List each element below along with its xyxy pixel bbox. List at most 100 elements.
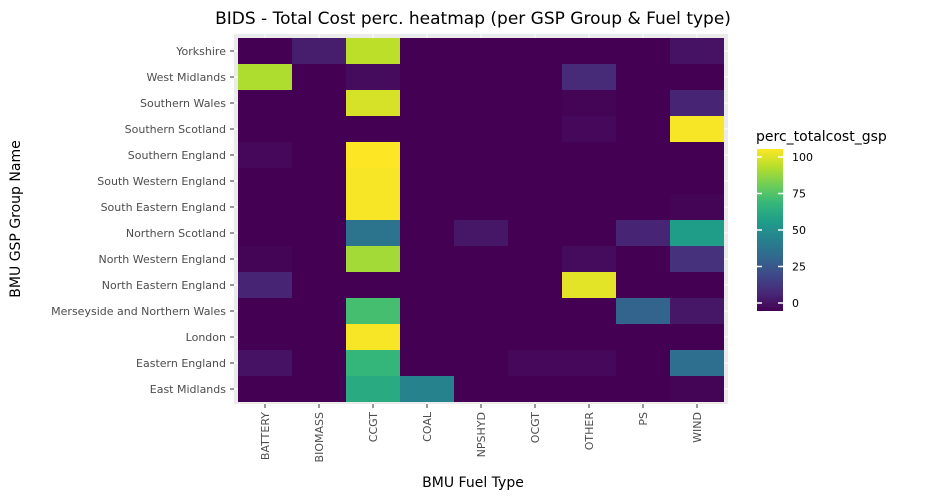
heatmap-cell — [400, 90, 454, 116]
heatmap-cell — [238, 376, 292, 402]
x-tick-label: OCGT — [529, 412, 542, 443]
heatmap-cell — [346, 38, 400, 64]
y-axis-ticks: Yorkshire West Midlands Southern Wales Sout… — [51, 45, 234, 396]
heatmap-cell — [400, 298, 454, 324]
heatmap-cell — [238, 350, 292, 376]
heatmap-cell — [508, 168, 562, 194]
heatmap-cell — [508, 64, 562, 90]
heatmap-cell — [292, 220, 346, 246]
heatmap-cell — [238, 298, 292, 324]
heatmap-cell — [616, 90, 670, 116]
heatmap-cell — [346, 64, 400, 90]
heatmap-cell — [670, 64, 724, 90]
heatmap-cell — [454, 220, 508, 246]
heatmap-cell — [292, 90, 346, 116]
heatmap-cell — [400, 38, 454, 64]
heatmap-cell — [400, 350, 454, 376]
heatmap-cell — [508, 350, 562, 376]
heatmap-cell — [670, 298, 724, 324]
heatmap-cell — [616, 376, 670, 402]
colorbar-title: perc_totalcost_gsp — [756, 129, 887, 145]
heatmap-cell — [292, 116, 346, 142]
colorbar-tick-label: 50 — [792, 224, 806, 237]
heatmap-cell — [670, 350, 724, 376]
heatmap-cell — [454, 324, 508, 350]
heatmap-cell — [670, 246, 724, 272]
y-tick-label: South Eastern England — [101, 201, 226, 214]
heatmap-cell — [562, 194, 616, 220]
heatmap-cell — [616, 272, 670, 298]
heatmap-cell — [670, 194, 724, 220]
heatmap-cell — [400, 220, 454, 246]
heatmap-cell — [508, 272, 562, 298]
heatmap-cell — [562, 298, 616, 324]
heatmap-cell — [292, 194, 346, 220]
heatmap-cell — [454, 64, 508, 90]
heatmap-cell — [346, 90, 400, 116]
heatmap-cell — [670, 324, 724, 350]
heatmap-cell — [670, 90, 724, 116]
y-tick-label: Southern Scotland — [125, 123, 226, 136]
heatmap-cell — [454, 272, 508, 298]
x-tick-label: BIOMASS — [313, 412, 326, 462]
chart-title: BIDS - Total Cost perc. heatmap (per GSP… — [215, 9, 731, 29]
colorbar-legend: perc_totalcost_gsp 0 25 50 75 100 — [756, 129, 887, 311]
x-tick-label: PS — [637, 412, 650, 426]
x-axis-ticks: BATTERY BIOMASS CCGT COAL NPSHYD OCGT OTHER PS W… — [259, 404, 704, 462]
heatmap-cell — [508, 324, 562, 350]
y-tick-label: Merseyside and Northern Wales — [51, 305, 226, 318]
heatmap-cell — [346, 376, 400, 402]
heatmap-cell — [292, 38, 346, 64]
y-tick-label: Southern England — [128, 149, 226, 162]
heatmap-cell — [346, 324, 400, 350]
colorbar-ticks: 0 25 50 75 100 — [757, 151, 813, 310]
heatmap-cell — [562, 168, 616, 194]
colorbar-tick-label: 75 — [792, 188, 806, 201]
heatmap-cell — [346, 168, 400, 194]
x-tick-label: WIND — [691, 412, 704, 443]
heatmap-cell — [616, 142, 670, 168]
y-tick-label: North Western England — [98, 253, 226, 266]
y-tick-label: London — [186, 331, 226, 344]
heatmap-cell — [346, 298, 400, 324]
y-tick-label: Yorkshire — [175, 45, 226, 58]
y-tick-label: Eastern England — [136, 357, 226, 370]
heatmap-cell — [670, 142, 724, 168]
heatmap-cell — [454, 116, 508, 142]
heatmap-cell — [562, 116, 616, 142]
heatmap-cell — [508, 90, 562, 116]
heatmap-cell — [292, 246, 346, 272]
heatmap-cell — [400, 168, 454, 194]
heatmap-cell — [616, 38, 670, 64]
heatmap-cell — [616, 324, 670, 350]
heatmap-cell — [454, 90, 508, 116]
heatmap-cell — [454, 246, 508, 272]
heatmap-cell — [400, 376, 454, 402]
heatmap-cell — [562, 376, 616, 402]
x-axis-title: BMU Fuel Type — [422, 475, 524, 491]
heatmap-cell — [562, 272, 616, 298]
heatmap-cell — [454, 194, 508, 220]
heatmap-cell — [238, 90, 292, 116]
heatmap-cell — [346, 220, 400, 246]
x-tick-label: BATTERY — [259, 412, 272, 460]
heatmap-cell — [508, 246, 562, 272]
heatmap-cell — [508, 142, 562, 168]
y-tick-label: North Eastern England — [102, 279, 226, 292]
heatmap-cell — [292, 350, 346, 376]
heatmap-cell — [562, 350, 616, 376]
heatmap-cell — [616, 64, 670, 90]
heatmap-cell — [346, 246, 400, 272]
heatmap-cell — [508, 220, 562, 246]
heatmap-cell — [616, 220, 670, 246]
heatmap-cell — [562, 38, 616, 64]
x-tick-label: CCGT — [367, 412, 380, 442]
heatmap-cell — [454, 350, 508, 376]
y-tick-label: Southern Wales — [140, 97, 226, 110]
heatmap-cell — [508, 376, 562, 402]
heatmap-cell — [346, 142, 400, 168]
heatmap-cell — [238, 168, 292, 194]
y-tick-label: Northern Scotland — [126, 227, 226, 240]
heatmap-cell — [616, 298, 670, 324]
heatmap-cell — [670, 376, 724, 402]
